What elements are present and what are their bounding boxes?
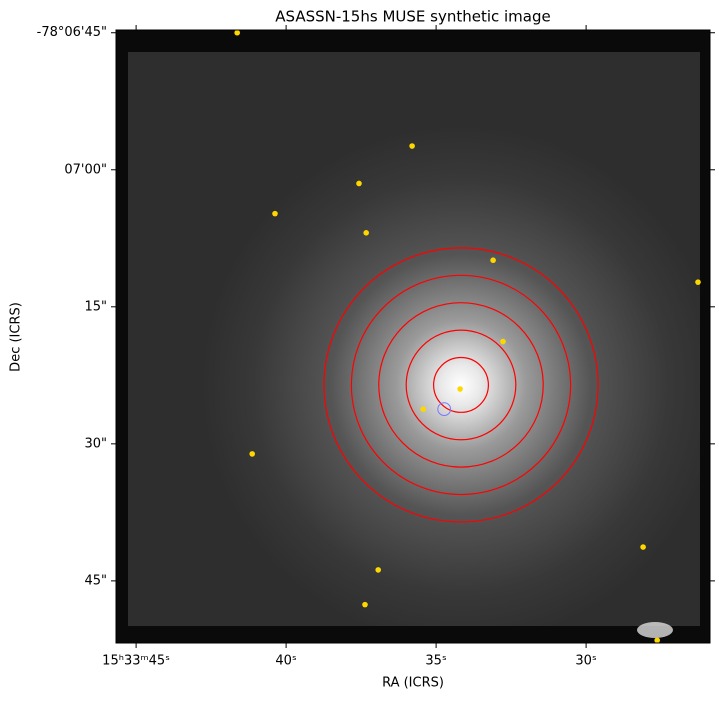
y-tick-label: -78°06'45"	[37, 25, 107, 40]
aperture	[432, 356, 490, 413]
source-point	[375, 567, 382, 573]
source-point	[457, 386, 463, 392]
chart-title: ASASSN-15hs MUSE synthetic image	[275, 8, 550, 26]
source-point	[249, 451, 255, 457]
aperture	[378, 302, 544, 468]
source-point	[654, 637, 660, 643]
source-point	[490, 257, 496, 264]
target-marker	[437, 402, 452, 417]
aperture	[350, 274, 572, 496]
source-point	[420, 406, 427, 412]
y-tick-label: 45"	[84, 573, 107, 588]
source-point	[695, 279, 701, 285]
axes-frame	[115, 29, 711, 644]
source-point	[234, 30, 240, 36]
x-axis-label: RA (ICRS)	[382, 676, 444, 691]
source-point	[500, 338, 506, 345]
y-axis-label: Dec (ICRS)	[9, 302, 24, 372]
aperture	[323, 247, 599, 523]
y-tick-label: 07'00"	[64, 162, 107, 177]
source-point	[363, 230, 370, 236]
aperture	[405, 329, 517, 441]
x-tick-label: 30ˢ	[575, 654, 597, 669]
source-point	[362, 601, 368, 608]
y-tick-label: 15"	[84, 299, 107, 314]
x-tick-label: 35ˢ	[425, 654, 447, 669]
x-tick-label: 15ʰ33ᵐ45ˢ	[102, 654, 170, 669]
x-tick-label: 40ˢ	[275, 654, 297, 669]
source-point	[409, 143, 415, 149]
image	[128, 52, 700, 626]
source-point	[356, 180, 362, 187]
y-tick-label: 30"	[84, 436, 107, 451]
source-point	[640, 544, 646, 550]
bright-blob	[637, 622, 673, 638]
source-point	[272, 210, 278, 217]
